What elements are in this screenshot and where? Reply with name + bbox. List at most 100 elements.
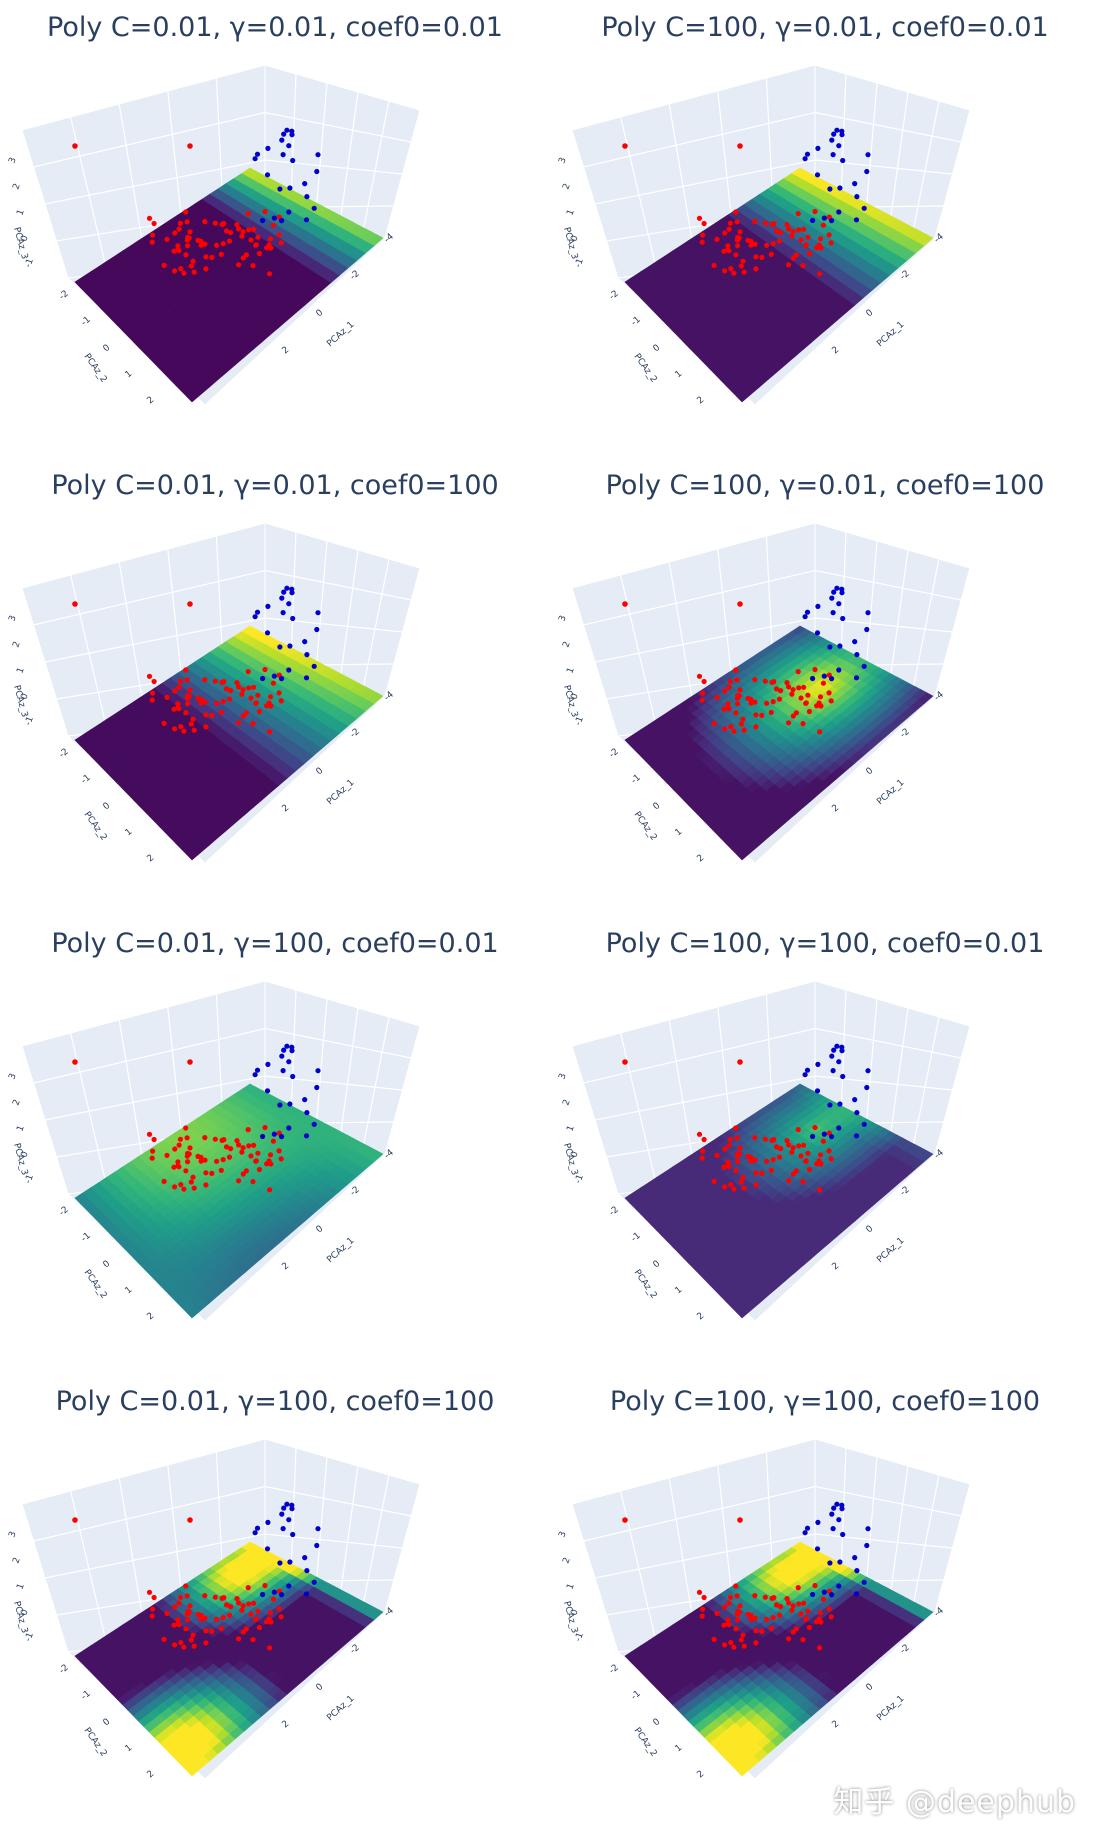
data-point-red (270, 1138, 276, 1144)
data-point-blue (260, 217, 266, 224)
z-tick-label: -1 (23, 715, 35, 727)
data-point-red (784, 1138, 790, 1144)
data-point-red (267, 694, 274, 700)
data-point-red (696, 1589, 703, 1595)
grid-line (594, 159, 953, 205)
data-point-red (246, 1143, 252, 1149)
data-point-red (239, 233, 245, 239)
data-point-red (209, 1170, 215, 1176)
data-point-red (725, 1159, 731, 1165)
data-point-red (768, 1167, 774, 1173)
y-tick-label: 0 (102, 343, 113, 355)
data-point-blue (830, 1526, 836, 1532)
data-point-red (72, 1517, 78, 1523)
data-point-red (793, 252, 799, 258)
data-point-red (721, 248, 727, 254)
data-point-blue (853, 1591, 860, 1597)
surface-cell (367, 234, 384, 246)
data-point-blue (831, 1505, 837, 1511)
data-point-red (753, 1170, 759, 1176)
data-point-red (741, 269, 747, 275)
data-point-blue (840, 157, 846, 164)
z-tick-label: -1 (23, 257, 35, 269)
data-point-red (818, 703, 824, 709)
y-tick-label: 2 (696, 1769, 707, 1780)
chart-panel: -1 0 1 2 3 -2 -1 0 1 2 2 0 -2 -4 PCAz_3 PCAz_2 PCAz_1 Pol… (550, 1374, 1100, 1832)
data-point-blue (815, 1519, 821, 1525)
data-point-red (826, 690, 832, 696)
data-point-red (786, 684, 792, 690)
data-point-red (752, 219, 758, 225)
data-point-red (748, 696, 754, 702)
data-point-red (228, 230, 234, 236)
y-tick-label: -2 (58, 289, 71, 302)
data-point-red (203, 254, 209, 260)
z-tick-label: 3 (7, 1530, 18, 1539)
data-point-blue (830, 152, 836, 158)
z-tick-label: 3 (7, 614, 18, 623)
data-point-blue (277, 644, 283, 650)
data-point-blue (286, 1125, 292, 1131)
data-point-blue (861, 663, 867, 669)
y-tick-label: 1 (674, 827, 685, 838)
data-point-red (798, 237, 804, 243)
z-axis-title: PCAz_3 (11, 1142, 29, 1176)
z-tick-label: 3 (557, 1530, 568, 1539)
data-point-red (278, 240, 284, 246)
data-point-red (793, 1626, 799, 1632)
data-point-red (748, 238, 754, 244)
data-point-blue (315, 1068, 321, 1074)
data-point-red (240, 229, 246, 235)
data-point-red (741, 1185, 747, 1191)
z-tick-label: 1 (15, 1124, 26, 1133)
data-point-blue (802, 156, 808, 162)
data-point-red (268, 703, 274, 709)
z-tick-label: 2 (561, 182, 572, 191)
data-point-red (759, 1170, 765, 1176)
data-point-red (176, 1622, 182, 1628)
x-tick-label: 0 (865, 766, 876, 778)
data-point-blue (286, 209, 292, 215)
data-point-red (250, 1637, 256, 1643)
data-point-red (151, 1136, 157, 1143)
grid-line (33, 569, 412, 626)
data-point-red (722, 726, 728, 732)
data-point-red (184, 219, 190, 225)
data-point-red (183, 710, 189, 716)
data-point-red (236, 226, 242, 232)
data-point-red (737, 1059, 743, 1065)
data-point-blue (853, 1133, 860, 1139)
z-tick-label: -1 (23, 1173, 35, 1185)
y-tick-label: 0 (652, 1717, 663, 1729)
data-point-blue (290, 1531, 296, 1538)
data-point-red (198, 242, 204, 248)
data-point-blue (286, 143, 292, 149)
data-point-blue (829, 1592, 835, 1598)
data-point-blue (265, 603, 271, 609)
y-axis-title: PCAz_2 (632, 1268, 659, 1301)
data-point-red (731, 270, 737, 276)
data-point-red (790, 713, 796, 719)
data-point-red (161, 1636, 167, 1642)
data-point-blue (804, 1525, 811, 1531)
data-point-red (185, 1608, 191, 1615)
y-tick-label: -1 (630, 1231, 643, 1244)
data-point-red (202, 699, 208, 705)
data-point-red (805, 1608, 811, 1614)
y-tick-label: 0 (102, 1259, 113, 1271)
data-point-red (176, 684, 182, 690)
data-point-red (735, 1159, 741, 1165)
data-point-blue (303, 675, 310, 681)
data-point-blue (265, 1061, 271, 1067)
y-axis-title: PCAz_2 (82, 352, 109, 385)
x-tick-label: 2 (281, 1719, 292, 1730)
data-point-red (728, 266, 734, 272)
